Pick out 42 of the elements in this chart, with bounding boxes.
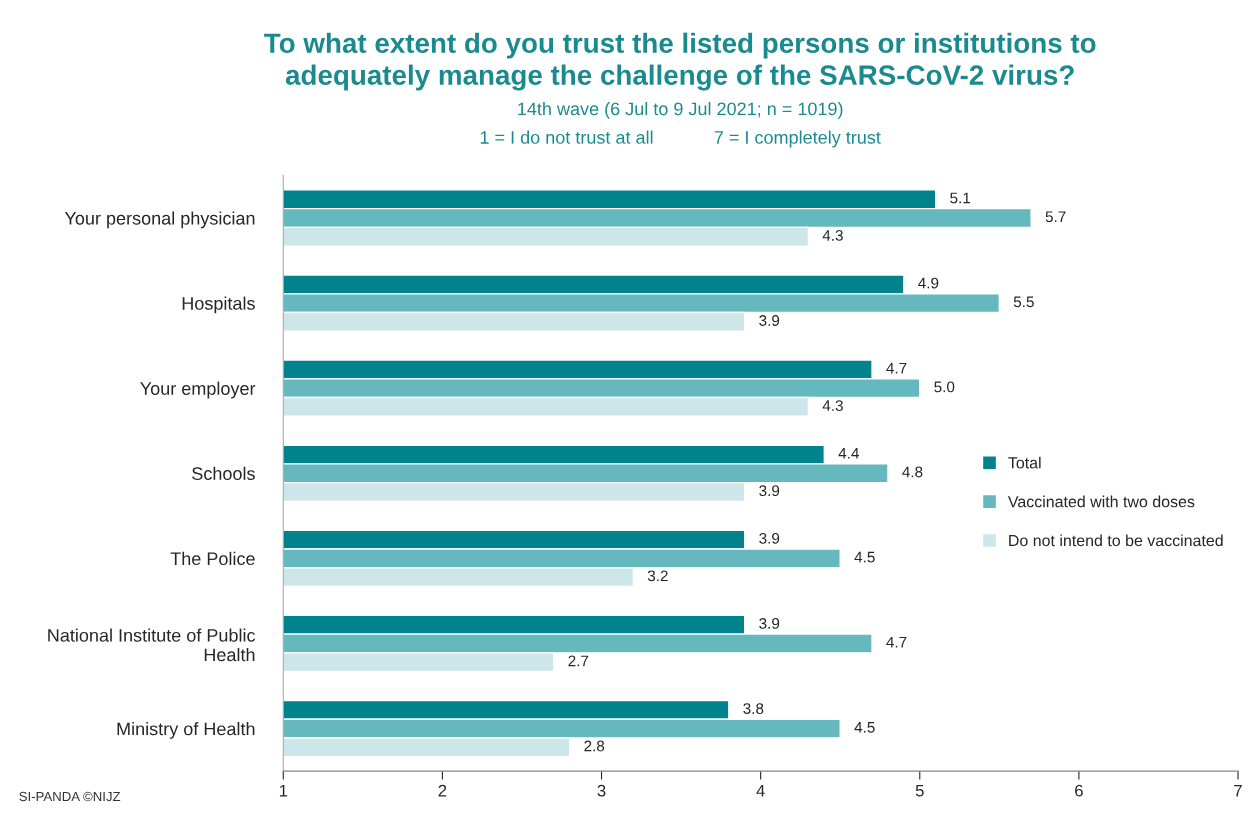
y-tick-label: Your personal physician	[64, 211, 255, 229]
x-tick-label: 1	[279, 784, 288, 797]
y-tick-label: Ministry of Health	[117, 722, 255, 739]
data-label: 4.9	[918, 277, 939, 289]
y-tick-label: Your employer	[140, 381, 256, 399]
data-label: 4.5	[854, 551, 875, 563]
data-label: 5.5	[1013, 296, 1034, 308]
data-label: 5.0	[934, 381, 955, 393]
data-label: 2.7	[568, 655, 589, 667]
y-tick-label: National Institute of Public Health	[48, 628, 256, 662]
legend-label: Vaccinated with two doses	[1007, 495, 1195, 508]
data-label: 4.7	[886, 636, 907, 648]
text: SI-PANDA ©NIJZ	[19, 791, 121, 802]
chart-subtitle: 14th wave (6 Jul to 9 Jul 2021; n = 1019)	[518, 102, 843, 119]
data-label: 5.1	[950, 192, 971, 204]
x-tick-label: 2	[438, 784, 447, 797]
data-label: 3.9	[759, 485, 780, 497]
data-label: 4.3	[822, 400, 843, 412]
data-label: 3.9	[759, 618, 780, 629]
x-tick-label: 7	[1234, 784, 1242, 797]
chart-title: To what extent do you trust the listed persons or institutions to adequately manage the challenge of the SARS-CoV-2 virus?	[264, 32, 1096, 91]
legend-label: Do not intend to be vaccinated	[1009, 534, 1223, 547]
data-label: 4.8	[902, 466, 923, 478]
x-tick-label: 3	[597, 784, 606, 797]
data-label: 4.7	[886, 362, 907, 374]
y-tick-label: The Police	[170, 551, 255, 566]
data-label: 2.8	[584, 740, 605, 752]
y-tick-label: Schools	[192, 466, 255, 480]
legend-label: Total	[1008, 456, 1041, 469]
x-tick-label: 5	[915, 784, 924, 797]
y-tick-label: Hospitals	[182, 296, 255, 314]
data-label: 4.4	[838, 448, 859, 459]
data-label: 3.9	[759, 315, 780, 326]
data-label: 4.3	[822, 229, 843, 241]
text: 1 = I do not trust at all 7 = I completely trust	[480, 130, 881, 148]
data-label: 3.8	[743, 703, 764, 714]
x-tick-label: 6	[1075, 784, 1083, 797]
data-label: 4.5	[854, 722, 875, 733]
x-tick-label: 4	[756, 784, 765, 797]
data-label: 3.9	[759, 532, 780, 544]
data-label: 5.7	[1045, 211, 1066, 223]
data-label: 3.2	[647, 570, 668, 582]
